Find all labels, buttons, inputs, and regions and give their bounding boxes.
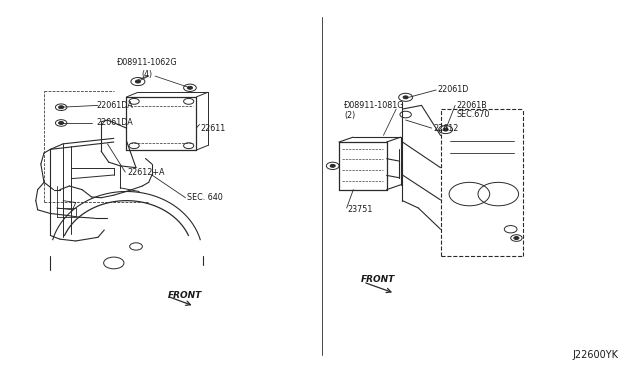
Text: FRONT: FRONT (168, 291, 202, 301)
Text: 22061B: 22061B (456, 101, 487, 110)
Text: 22061DA: 22061DA (97, 118, 133, 128)
Text: (2): (2) (344, 111, 355, 120)
Text: Ð08911-1062G: Ð08911-1062G (117, 58, 178, 67)
Circle shape (330, 164, 335, 167)
Text: 22612: 22612 (433, 124, 458, 132)
Text: SEC.670: SEC.670 (456, 110, 490, 119)
Circle shape (59, 122, 64, 125)
Text: (4): (4) (142, 70, 153, 79)
Circle shape (59, 106, 64, 109)
Circle shape (403, 96, 408, 99)
Text: 23751: 23751 (348, 205, 372, 214)
Text: SEC. 640: SEC. 640 (188, 193, 223, 202)
Circle shape (443, 128, 448, 131)
Text: 22612+A: 22612+A (127, 167, 164, 177)
Text: 22611: 22611 (201, 124, 226, 132)
Text: 22061D: 22061D (437, 86, 468, 94)
Text: Ð08911-1081G: Ð08911-1081G (344, 101, 404, 110)
Text: 22061DA: 22061DA (97, 101, 133, 110)
Circle shape (514, 237, 519, 240)
Circle shape (136, 80, 140, 83)
Text: J22600YK: J22600YK (572, 350, 618, 360)
Text: FRONT: FRONT (361, 275, 396, 284)
Circle shape (188, 86, 193, 89)
